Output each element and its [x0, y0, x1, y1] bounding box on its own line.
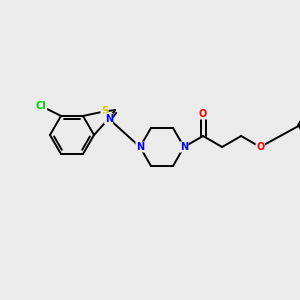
- Text: Cl: Cl: [36, 101, 47, 111]
- Text: N: N: [105, 114, 113, 124]
- Text: N: N: [136, 142, 144, 152]
- Text: O: O: [199, 109, 207, 119]
- Text: O: O: [256, 142, 264, 152]
- Text: S: S: [101, 106, 108, 116]
- Text: N: N: [180, 142, 188, 152]
